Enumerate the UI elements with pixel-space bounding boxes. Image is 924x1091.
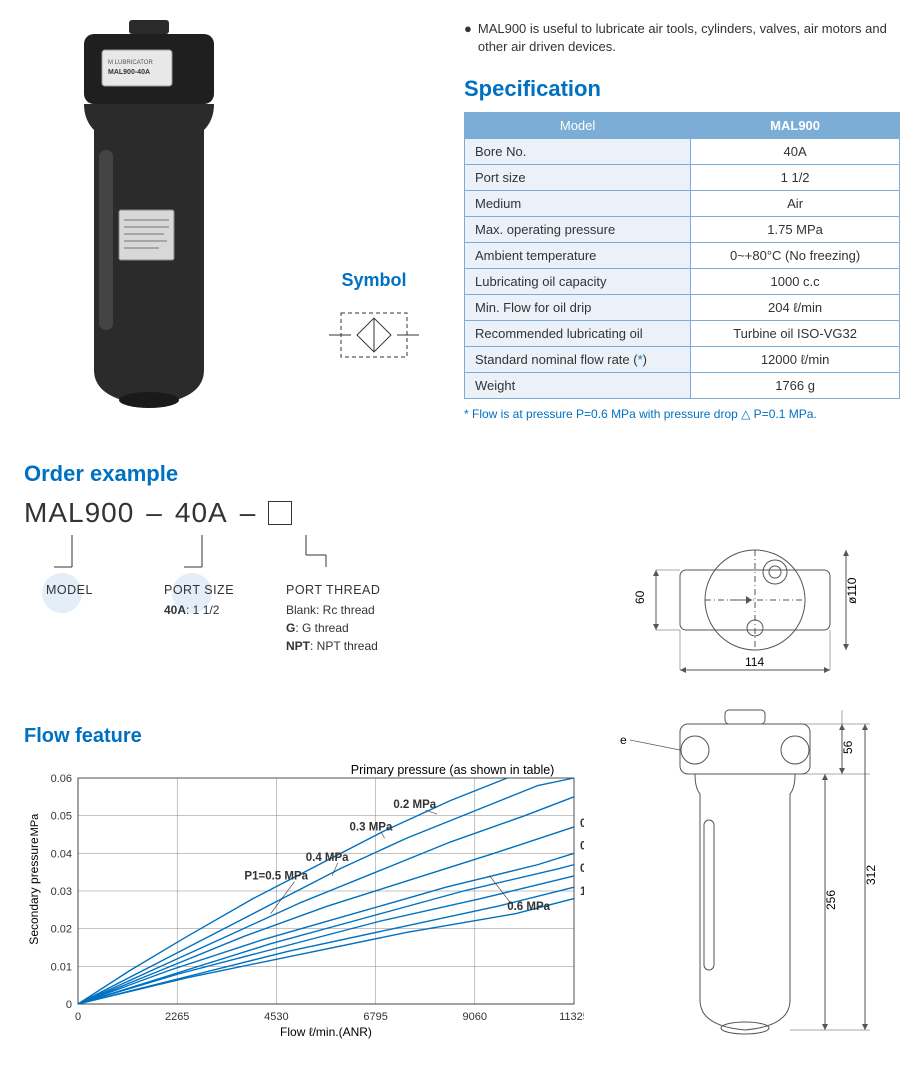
svg-text:256: 256	[824, 890, 838, 910]
svg-text:0.04: 0.04	[51, 849, 72, 861]
spec-row-value: 40A	[691, 139, 900, 165]
svg-text:0: 0	[75, 1011, 81, 1023]
svg-text:6795: 6795	[363, 1011, 387, 1023]
spec-table: Model MAL900 Bore No.40APort size1 1/2Me…	[464, 112, 900, 399]
svg-text:MPa: MPa	[29, 813, 41, 837]
svg-text:60: 60	[633, 590, 647, 604]
svg-text:0.6 MPa: 0.6 MPa	[507, 901, 550, 913]
dimension-drawings: 60 ø110 114 2×1 1/2 Port size	[620, 530, 900, 1053]
svg-text:0.06: 0.06	[51, 773, 72, 785]
svg-text:0.8 MPa: 0.8 MPa	[580, 841, 584, 853]
order-sub: 40A: 1 1/2	[164, 601, 234, 619]
order-col-port-thread: PORT THREAD	[286, 583, 380, 597]
svg-text:0.02: 0.02	[51, 924, 72, 936]
svg-text:M LUBRICATOR: M LUBRICATOR	[108, 60, 153, 66]
order-col-model: MODEL	[46, 583, 93, 597]
order-sub: G: G thread	[286, 619, 380, 637]
svg-text:0.2 MPa: 0.2 MPa	[393, 800, 436, 812]
spec-row-value: Air	[691, 191, 900, 217]
svg-text:0.9 MPa: 0.9 MPa	[580, 864, 584, 876]
spec-heading: Specification	[464, 76, 900, 102]
intro-bullet: ● MAL900 is useful to lubricate air tool…	[464, 20, 900, 56]
flow-chart: 0 2265 4530 6795 9060 11325 0 0.01 0.02 0.03 0.04 0…	[24, 760, 584, 1040]
order-sub: Blank: Rc thread	[286, 601, 380, 619]
intro-text: MAL900 is useful to lubricate air tools,…	[478, 20, 900, 56]
svg-text:P1=0.5 MPa: P1=0.5 MPa	[244, 871, 308, 883]
spec-row-value: 1000 c.c	[691, 269, 900, 295]
order-code: MAL900 – 40A –	[24, 497, 900, 529]
svg-text:Secondary pressure: Secondary pressure	[27, 837, 41, 945]
svg-text:ø110: ø110	[845, 577, 859, 604]
spec-row-value: 12000 ℓ/min	[691, 347, 900, 373]
symbol-diagram	[329, 305, 419, 365]
order-col-port-size: PORT SIZE	[164, 583, 234, 597]
svg-text:0.3 MPa: 0.3 MPa	[350, 822, 393, 834]
spec-row-value: 1766 g	[691, 373, 900, 399]
spec-row-label: Ambient temperature	[465, 243, 691, 269]
order-code-box	[268, 501, 292, 525]
spec-row-label: Port size	[465, 165, 691, 191]
spec-header-model: Model	[465, 113, 691, 139]
svg-text:4530: 4530	[264, 1011, 288, 1023]
order-code-model: MAL900	[24, 497, 134, 529]
svg-text:1 MPa: 1 MPa	[580, 886, 584, 898]
spec-row-value: Turbine oil ISO-VG32	[691, 321, 900, 347]
svg-text:56: 56	[841, 740, 855, 754]
svg-text:Primary pressure (as shown in: Primary pressure (as shown in table)	[351, 763, 555, 777]
order-code-dash2: –	[240, 497, 257, 529]
spec-row-label: Recommended lubricating oil	[465, 321, 691, 347]
spec-row-value: 0~+80°C (No freezing)	[691, 243, 900, 269]
svg-text:MAL900-40A: MAL900-40A	[108, 69, 150, 76]
bullet-dot: ●	[464, 20, 472, 56]
svg-text:0.7 MPa: 0.7 MPa	[580, 818, 584, 830]
svg-text:Flow ℓ/min.(ANR): Flow ℓ/min.(ANR)	[280, 1025, 372, 1039]
svg-text:0.05: 0.05	[51, 811, 72, 823]
order-code-dash: –	[146, 497, 163, 529]
spec-row-value: 1.75 MPa	[691, 217, 900, 243]
svg-text:2×1 1/2: 2×1 1/2	[620, 719, 621, 733]
spec-row-label: Standard nominal flow rate (*)	[465, 347, 691, 373]
spec-row-label: Lubricating oil capacity	[465, 269, 691, 295]
svg-text:0: 0	[66, 999, 72, 1011]
spec-footnote: * Flow is at pressure P=0.6 MPa with pre…	[464, 407, 900, 421]
svg-text:114: 114	[745, 655, 764, 669]
svg-text:Port size: Port size	[620, 733, 627, 747]
order-heading: Order example	[24, 461, 900, 487]
svg-text:2265: 2265	[165, 1011, 189, 1023]
symbol-heading: Symbol	[304, 270, 444, 291]
svg-text:11325: 11325	[559, 1011, 584, 1023]
svg-text:0.4 MPa: 0.4 MPa	[306, 852, 349, 864]
spec-row-value: 1 1/2	[691, 165, 900, 191]
spec-row-value: 204 ℓ/min	[691, 295, 900, 321]
spec-row-label: Bore No.	[465, 139, 691, 165]
spec-row-label: Min. Flow for oil drip	[465, 295, 691, 321]
spec-header-value: MAL900	[691, 113, 900, 139]
svg-text:9060: 9060	[463, 1011, 487, 1023]
spec-row-label: Medium	[465, 191, 691, 217]
svg-text:312: 312	[864, 865, 878, 885]
product-photo: M LUBRICATOR MAL900-40A	[64, 20, 234, 410]
spec-row-label: Max. operating pressure	[465, 217, 691, 243]
order-sub: NPT: NPT thread	[286, 637, 380, 655]
svg-text:0.01: 0.01	[51, 962, 72, 974]
order-code-port: 40A	[175, 497, 228, 529]
svg-text:0.03: 0.03	[51, 886, 72, 898]
spec-row-label: Weight	[465, 373, 691, 399]
